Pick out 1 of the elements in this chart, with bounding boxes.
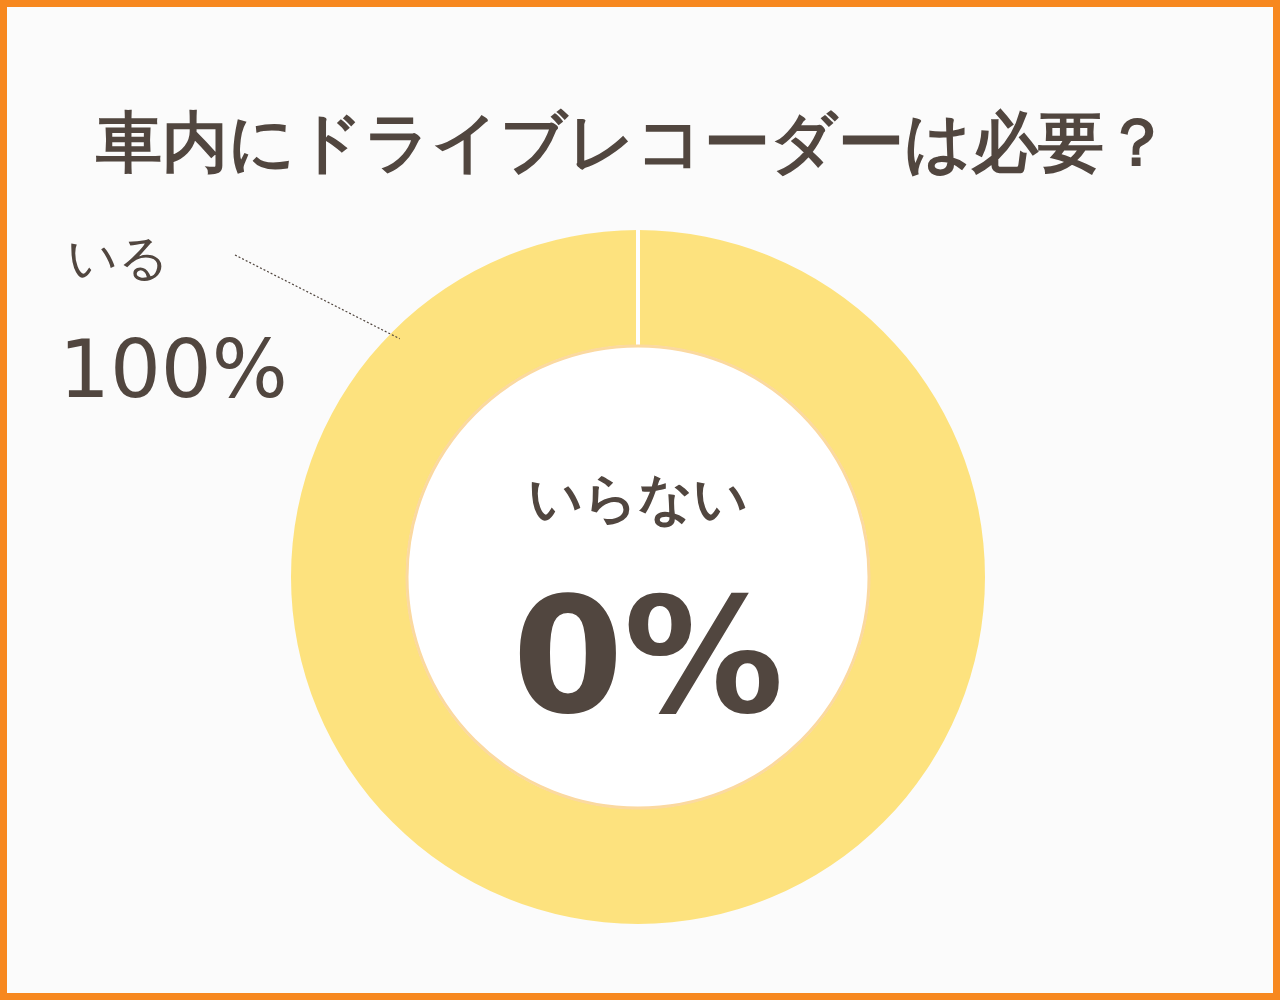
title: 車内にドライブレコーダーは必要？ [96,104,1170,181]
